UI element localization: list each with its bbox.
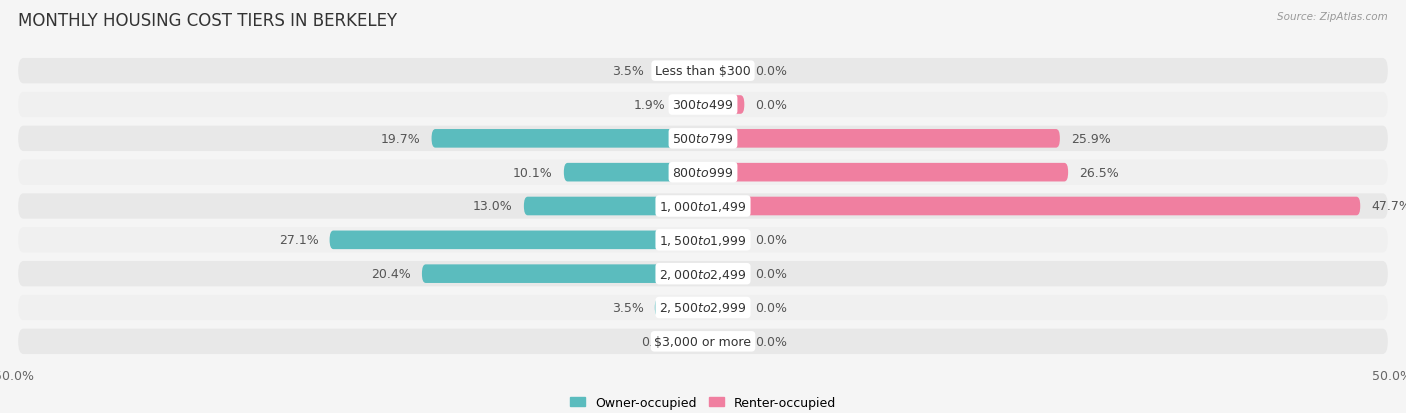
Text: $1,000 to $1,499: $1,000 to $1,499	[659, 199, 747, 214]
Text: 3.5%: 3.5%	[612, 65, 644, 78]
Text: $2,000 to $2,499: $2,000 to $2,499	[659, 267, 747, 281]
FancyBboxPatch shape	[676, 96, 703, 114]
Text: 0.0%: 0.0%	[755, 268, 787, 280]
FancyBboxPatch shape	[703, 265, 744, 283]
FancyBboxPatch shape	[18, 228, 1388, 253]
Text: $800 to $999: $800 to $999	[672, 166, 734, 179]
FancyBboxPatch shape	[18, 160, 1388, 185]
Text: 13.0%: 13.0%	[472, 200, 513, 213]
Text: $2,500 to $2,999: $2,500 to $2,999	[659, 301, 747, 315]
FancyBboxPatch shape	[703, 231, 744, 249]
Text: 47.7%: 47.7%	[1371, 200, 1406, 213]
Text: 26.5%: 26.5%	[1080, 166, 1119, 179]
FancyBboxPatch shape	[18, 261, 1388, 287]
Text: Less than $300: Less than $300	[655, 65, 751, 78]
Text: 0.0%: 0.0%	[755, 335, 787, 348]
FancyBboxPatch shape	[329, 231, 703, 249]
FancyBboxPatch shape	[703, 332, 744, 351]
Text: 0.0%: 0.0%	[755, 234, 787, 247]
Text: 1.9%: 1.9%	[634, 99, 666, 112]
FancyBboxPatch shape	[703, 62, 744, 81]
FancyBboxPatch shape	[18, 93, 1388, 118]
Text: 27.1%: 27.1%	[278, 234, 319, 247]
Text: 19.7%: 19.7%	[381, 133, 420, 145]
Text: 10.1%: 10.1%	[513, 166, 553, 179]
FancyBboxPatch shape	[655, 62, 703, 81]
FancyBboxPatch shape	[692, 332, 703, 351]
Text: $500 to $799: $500 to $799	[672, 133, 734, 145]
FancyBboxPatch shape	[655, 299, 703, 317]
FancyBboxPatch shape	[703, 299, 744, 317]
FancyBboxPatch shape	[524, 197, 703, 216]
FancyBboxPatch shape	[703, 164, 1069, 182]
FancyBboxPatch shape	[18, 59, 1388, 84]
Text: Source: ZipAtlas.com: Source: ZipAtlas.com	[1277, 12, 1388, 22]
FancyBboxPatch shape	[18, 194, 1388, 219]
Text: 0.0%: 0.0%	[755, 65, 787, 78]
FancyBboxPatch shape	[703, 96, 744, 114]
Text: 3.5%: 3.5%	[612, 301, 644, 314]
FancyBboxPatch shape	[564, 164, 703, 182]
Text: $300 to $499: $300 to $499	[672, 99, 734, 112]
FancyBboxPatch shape	[422, 265, 703, 283]
Text: MONTHLY HOUSING COST TIERS IN BERKELEY: MONTHLY HOUSING COST TIERS IN BERKELEY	[18, 12, 398, 30]
Text: 25.9%: 25.9%	[1071, 133, 1111, 145]
Text: 20.4%: 20.4%	[371, 268, 411, 280]
FancyBboxPatch shape	[703, 197, 1360, 216]
FancyBboxPatch shape	[18, 126, 1388, 152]
Text: $3,000 or more: $3,000 or more	[655, 335, 751, 348]
Text: 0.0%: 0.0%	[755, 301, 787, 314]
FancyBboxPatch shape	[432, 130, 703, 148]
Legend: Owner-occupied, Renter-occupied: Owner-occupied, Renter-occupied	[565, 391, 841, 413]
FancyBboxPatch shape	[703, 130, 1060, 148]
Text: 0.0%: 0.0%	[755, 99, 787, 112]
FancyBboxPatch shape	[18, 329, 1388, 354]
Text: $1,500 to $1,999: $1,500 to $1,999	[659, 233, 747, 247]
Text: 0.81%: 0.81%	[641, 335, 681, 348]
FancyBboxPatch shape	[18, 295, 1388, 320]
